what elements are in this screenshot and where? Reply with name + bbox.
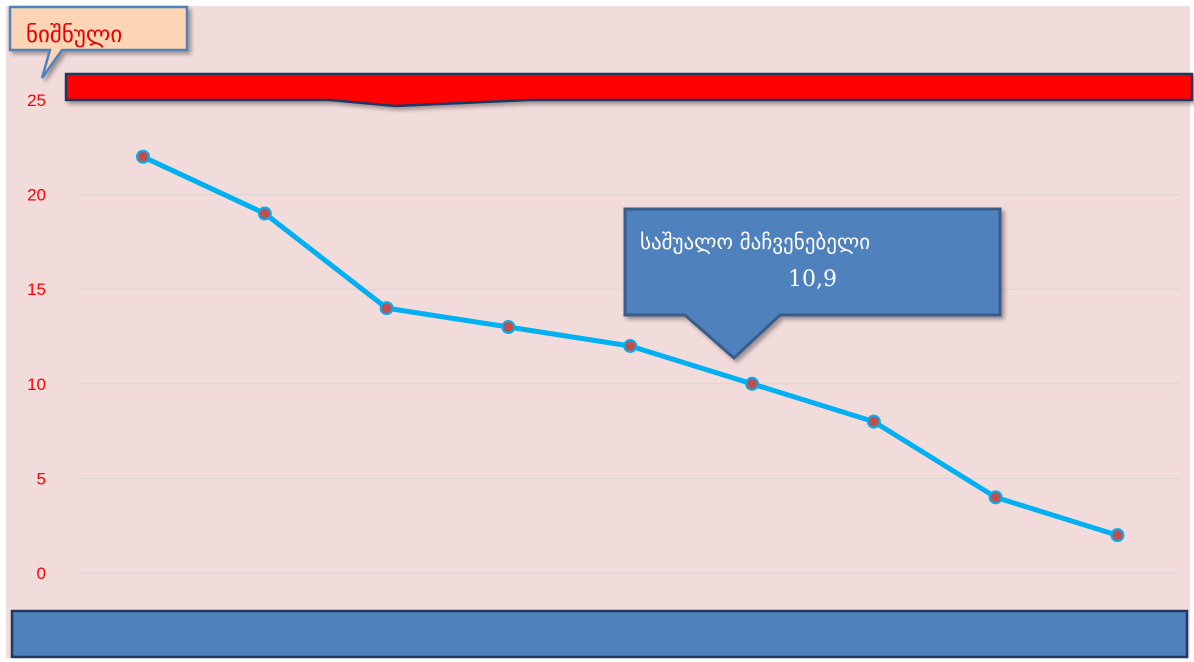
data-point	[623, 338, 638, 353]
average-callout-label: საშუალო მაჩვენებელი	[640, 230, 870, 254]
y-tick-label: 10	[27, 375, 46, 394]
data-point	[379, 301, 394, 316]
y-tick-label: 20	[27, 186, 46, 205]
badge-callout	[8, 5, 189, 79]
data-point	[257, 206, 272, 221]
y-tick-label: 15	[27, 280, 46, 299]
y-axis-tick-labels: 0 5 10 15 20 25	[27, 91, 46, 583]
data-point	[866, 414, 881, 429]
data-point	[136, 149, 150, 164]
y-tick-label: 25	[27, 91, 46, 110]
average-callout-value: 10,9	[788, 267, 837, 292]
bottom-banner	[10, 609, 1189, 659]
badge-label: ნიშნული	[26, 22, 122, 48]
top-banner	[64, 72, 1194, 108]
plot-background	[6, 6, 1190, 658]
data-point	[1110, 528, 1125, 543]
data-point	[988, 490, 1003, 505]
data-point	[745, 376, 759, 391]
y-tick-label: 5	[37, 469, 46, 488]
data-point	[501, 320, 516, 335]
series-markers	[136, 149, 1125, 543]
y-tick-label: 0	[37, 564, 46, 583]
average-callout	[623, 207, 1002, 361]
